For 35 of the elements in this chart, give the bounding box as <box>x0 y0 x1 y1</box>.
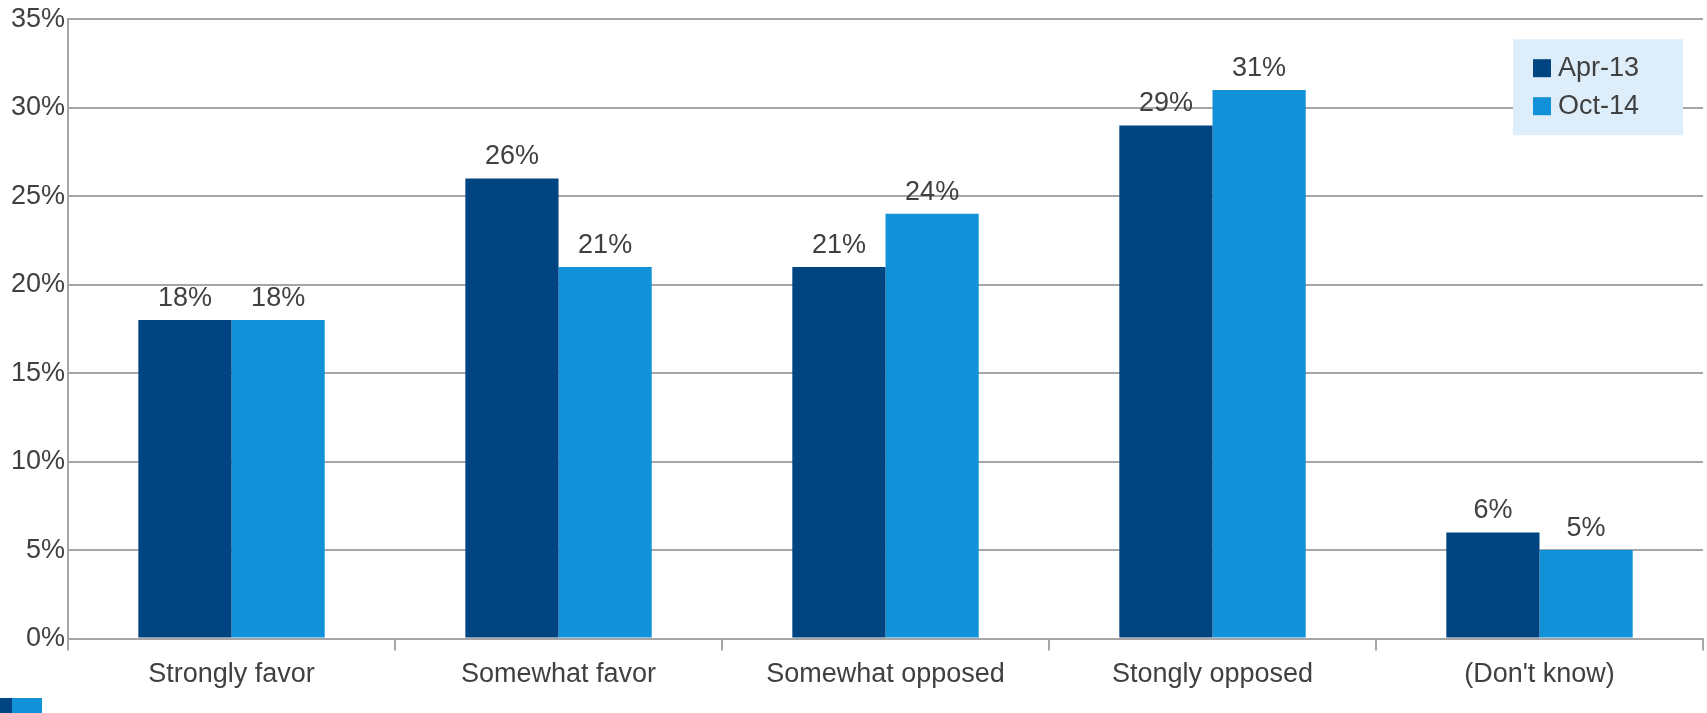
x-tick-label: Stongly opposed <box>1111 658 1314 689</box>
data-label: 6% <box>1473 494 1513 525</box>
y-tick-label: 20% <box>10 268 66 299</box>
y-tick-label: 35% <box>10 2 66 33</box>
x-tick-label: Somewhat favor <box>460 658 657 689</box>
legend-label: Oct-14 <box>1558 89 1640 120</box>
y-tick-label: 5% <box>26 533 66 564</box>
bar <box>558 266 652 638</box>
data-label: 26% <box>484 140 539 171</box>
bar <box>138 320 232 638</box>
data-label: 24% <box>905 175 960 206</box>
data-label: 31% <box>1232 51 1287 82</box>
y-tick-label: 0% <box>26 622 66 653</box>
data-label: 21% <box>811 228 866 259</box>
data-label: 5% <box>1566 512 1606 543</box>
bar <box>1539 550 1633 638</box>
data-label: 29% <box>1138 87 1193 118</box>
data-label: 18% <box>157 282 212 312</box>
bar <box>792 266 886 638</box>
bar <box>1446 532 1540 638</box>
bar <box>1212 89 1306 638</box>
x-tick-label: (Don't know) <box>1464 658 1615 689</box>
x-tick-label: Strongly favor <box>148 658 315 689</box>
x-tick-label: Somewhat opposed <box>766 658 1005 689</box>
legend-label: Apr-13 <box>1558 51 1640 82</box>
y-tick-label: 10% <box>10 445 66 476</box>
bar <box>885 213 979 638</box>
y-tick-label: 25% <box>10 179 66 210</box>
bar <box>1119 125 1213 638</box>
y-tick-label: 30% <box>10 91 66 122</box>
bar <box>465 178 559 638</box>
data-label: 21% <box>578 228 633 259</box>
y-tick-label: 15% <box>10 356 66 387</box>
data-label: 18% <box>251 282 306 312</box>
bar <box>231 320 325 638</box>
